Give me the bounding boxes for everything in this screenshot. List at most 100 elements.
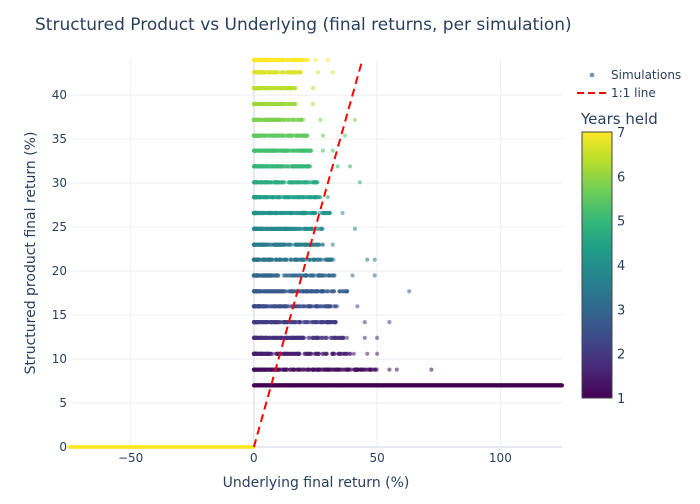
- scatter-point: [267, 257, 272, 262]
- scatter-point: [340, 367, 346, 372]
- scatter-point: [264, 335, 269, 340]
- scatter-point: [394, 367, 399, 372]
- scatter-point: [288, 57, 293, 63]
- scatter-point: [274, 210, 279, 216]
- scatter-point: [251, 242, 257, 247]
- scatter-point: [270, 335, 275, 340]
- scatter-point: [269, 351, 274, 356]
- scatter-point: [289, 257, 294, 262]
- scatter-point: [291, 70, 297, 75]
- scatter-point: [282, 273, 288, 278]
- colorbar-tick-label: 3: [617, 303, 625, 318]
- scatter-point: [307, 257, 312, 262]
- scatter-point: [372, 273, 377, 278]
- scatter-point: [320, 335, 325, 340]
- scatter-point: [326, 320, 332, 325]
- scatter-point: [259, 335, 264, 340]
- scatter-point: [387, 320, 392, 325]
- scatter-point: [264, 210, 269, 216]
- scatter-point: [329, 335, 335, 340]
- scatter-point: [268, 226, 273, 231]
- scatter-point: [260, 195, 265, 200]
- y-tick-label: 15: [52, 308, 67, 322]
- scatter-point: [252, 257, 257, 262]
- scatter-point: [291, 226, 296, 231]
- scatter-point: [267, 335, 272, 340]
- scatter-point: [372, 257, 377, 262]
- scatter-point: [285, 164, 290, 169]
- one-to-one-layer: [252, 59, 364, 448]
- scatter-point: [281, 86, 286, 91]
- scatter-point: [313, 195, 318, 200]
- scatter-point: [343, 133, 348, 138]
- colorbar-gradient: [581, 131, 613, 399]
- scatter-point: [264, 273, 269, 278]
- legend-item-one-to-one[interactable]: 1:1 line: [577, 86, 656, 100]
- scatter-point: [281, 117, 286, 122]
- scatter-point: [325, 195, 330, 200]
- scatter-point: [269, 289, 274, 294]
- scatter-point: [292, 320, 297, 325]
- scatter-point: [407, 289, 412, 294]
- scatter-point: [294, 164, 299, 169]
- scatter-point: [326, 304, 332, 309]
- scatter-point: [301, 180, 306, 185]
- scatter-point: [275, 148, 280, 153]
- scatter-point: [311, 367, 316, 372]
- scatter-point: [314, 289, 319, 294]
- scatter-point: [256, 273, 261, 278]
- scatter-point: [284, 195, 289, 200]
- scatter-point: [275, 226, 280, 231]
- scatter-point: [337, 335, 342, 340]
- scatter-point: [292, 335, 297, 340]
- scatter-point: [298, 70, 303, 75]
- x-axis-label: Underlying final return (%): [223, 475, 410, 491]
- scatter-point: [261, 320, 266, 325]
- scatter-point: [316, 304, 321, 309]
- scatter-point: [343, 351, 348, 356]
- legend[interactable]: Simulations 1:1 line: [577, 68, 681, 100]
- scatter-point: [337, 367, 342, 372]
- scatter-point: [266, 86, 271, 91]
- legend-item-simulations[interactable]: Simulations: [589, 68, 681, 82]
- scatter-point: [281, 367, 286, 372]
- scatter-point: [365, 257, 370, 262]
- scatter-point: [278, 242, 283, 247]
- scatter-point: [294, 57, 299, 63]
- scatter-point: [262, 289, 268, 294]
- scatter-point: [351, 351, 356, 356]
- colorbar-ticks: 1 2 3 4 5 6 7: [617, 126, 625, 407]
- scatter-point: [251, 101, 256, 107]
- scatter-point: [286, 133, 291, 138]
- scatter-point: [318, 367, 323, 372]
- scatter-point: [295, 257, 300, 262]
- scatter-point: [252, 320, 257, 325]
- scatter-point: [283, 148, 288, 153]
- scatter-point: [278, 304, 283, 309]
- scatter-point: [277, 335, 282, 340]
- legend-label-simulations: Simulations: [611, 68, 681, 82]
- scatter-point: [274, 257, 279, 262]
- scatter-point: [294, 210, 299, 216]
- scatter-point: [314, 242, 319, 247]
- scatter-point: [252, 210, 257, 216]
- scatter-point: [307, 195, 312, 200]
- scatter-point: [270, 195, 275, 200]
- scatter-point: [318, 117, 323, 122]
- scatter-point: [279, 164, 284, 169]
- scatter-point: [269, 304, 274, 309]
- scatter-point: [316, 226, 321, 231]
- scatter-point: [320, 133, 325, 138]
- scatter-point: [337, 289, 342, 294]
- scatter-point: [300, 210, 305, 216]
- scatter-point: [254, 86, 260, 91]
- scatter-point: [314, 335, 319, 340]
- scatter-point: [296, 304, 301, 309]
- scatter-point: [264, 101, 269, 107]
- scatter-point: [339, 351, 344, 356]
- scatter-point: [255, 70, 260, 75]
- scatter-point: [310, 226, 315, 231]
- scatter-point: [269, 70, 274, 75]
- scatter-point: [304, 180, 309, 185]
